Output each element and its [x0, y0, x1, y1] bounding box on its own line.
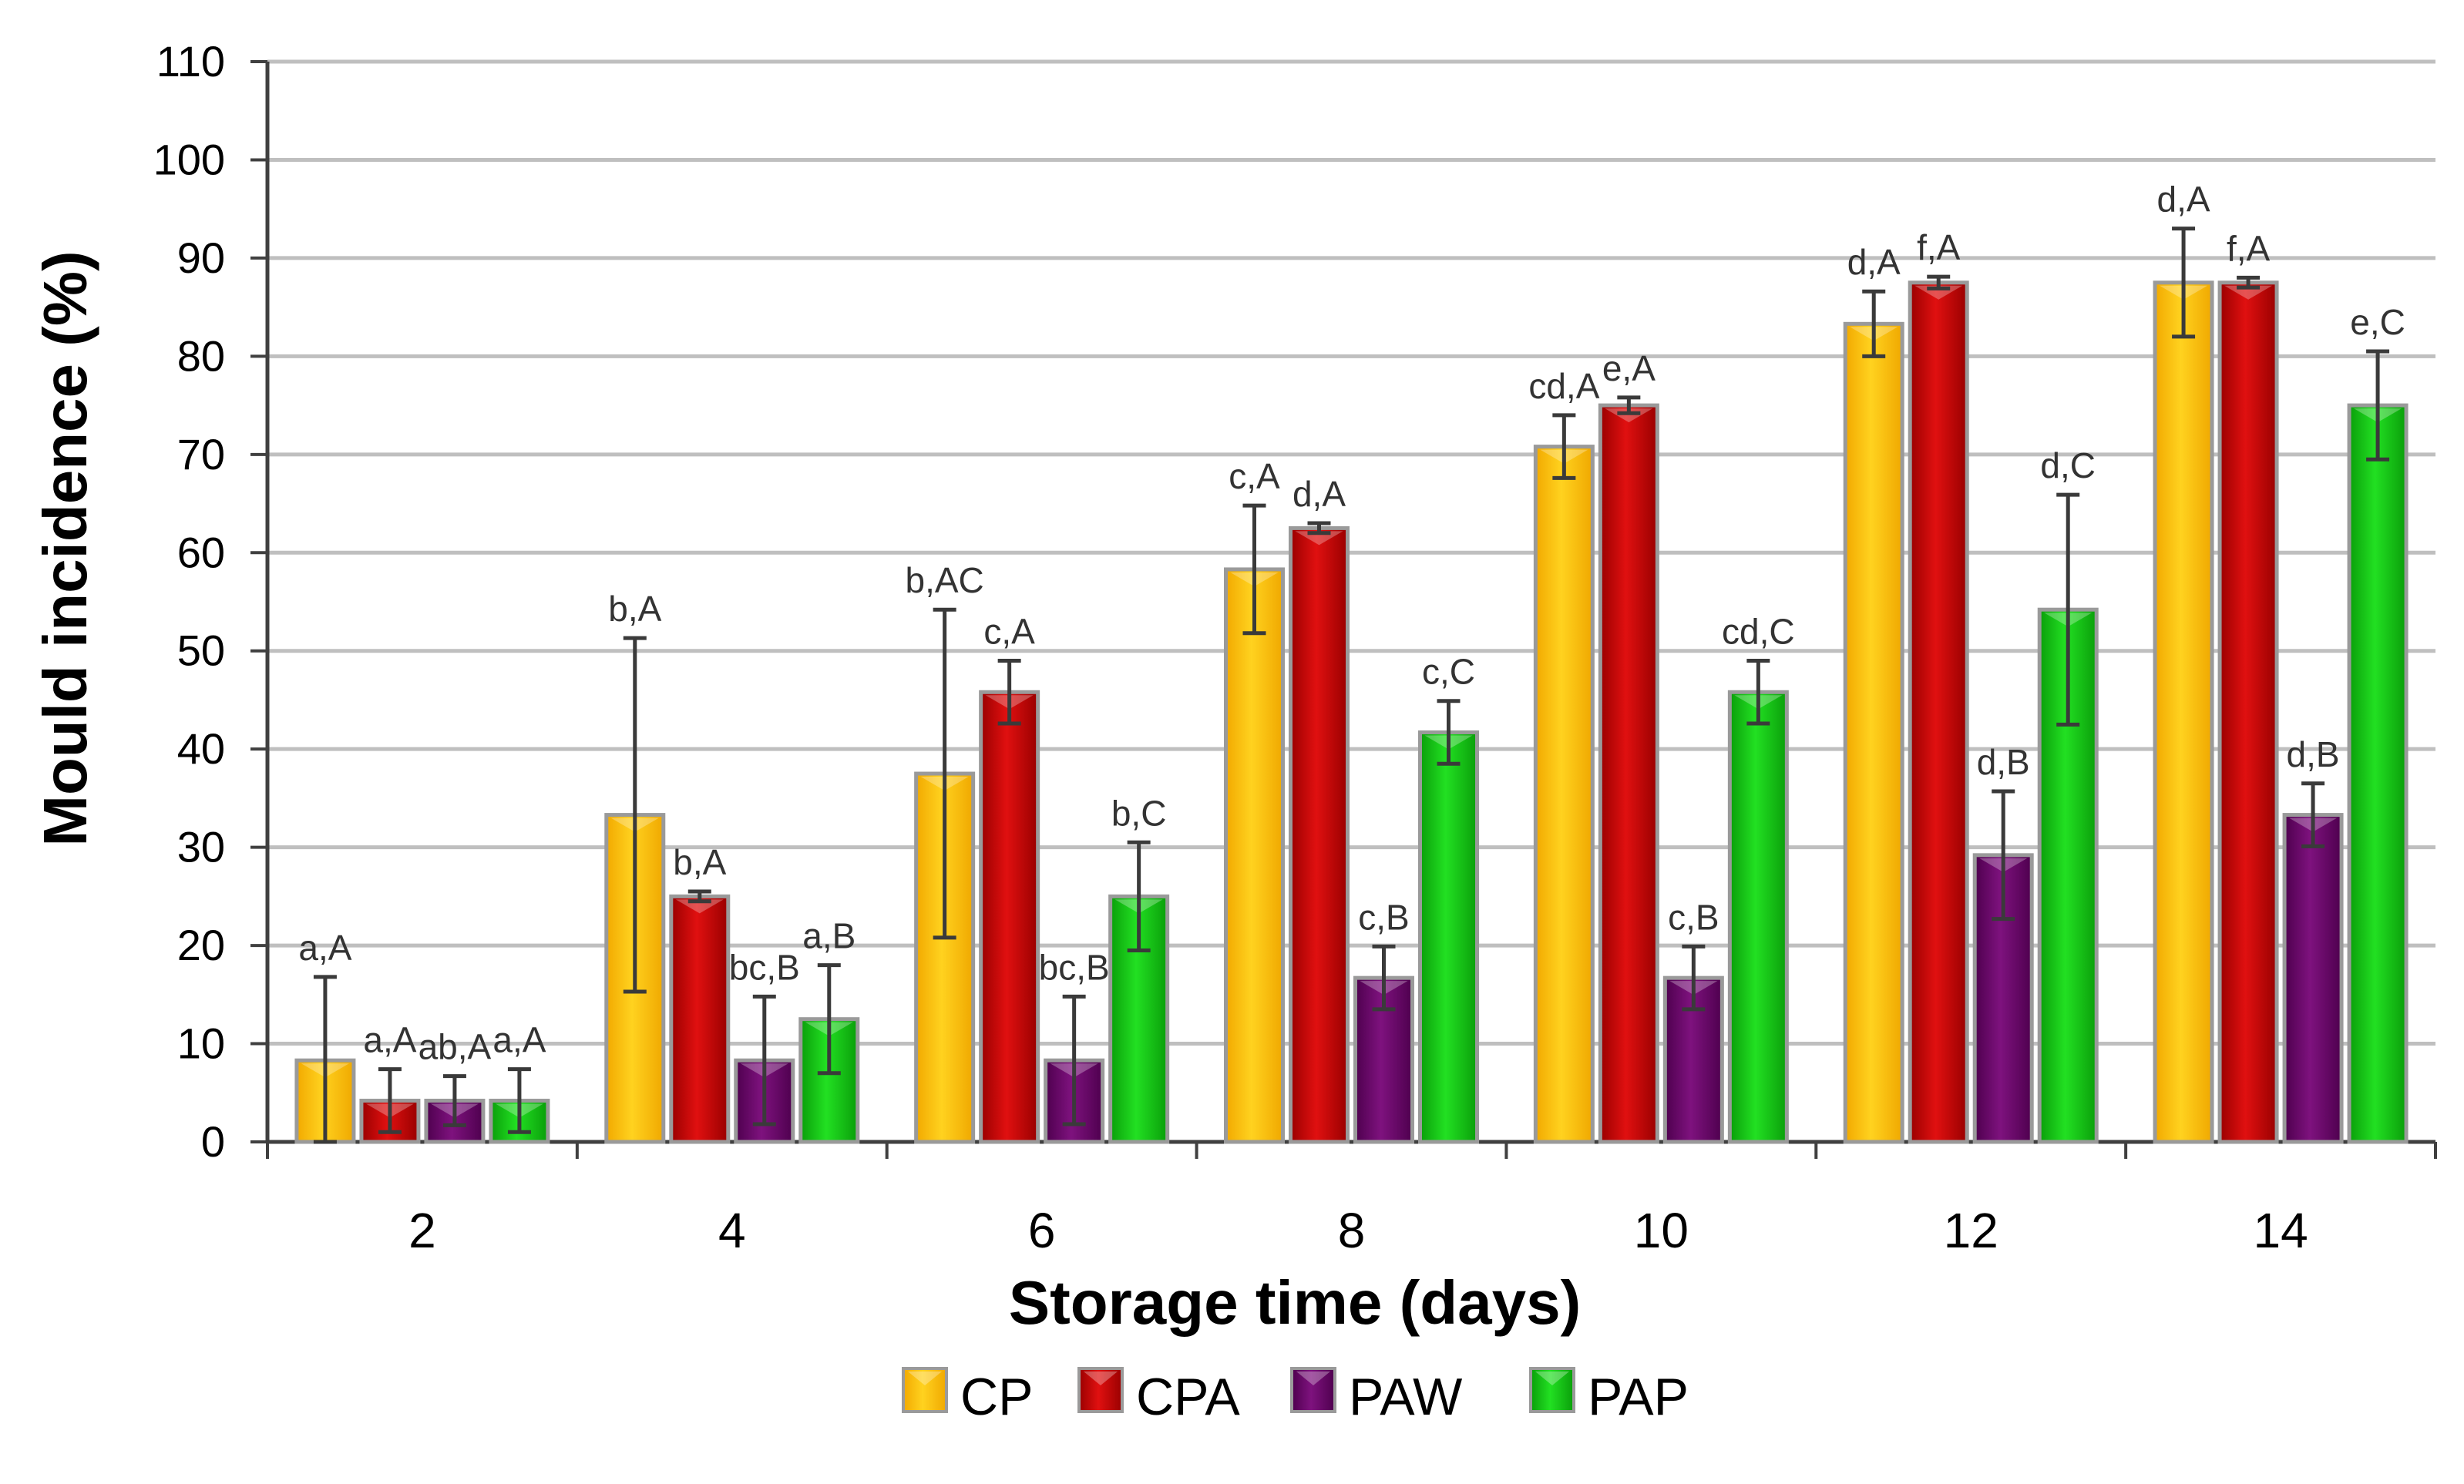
- bar-cpa: [1289, 525, 1350, 1144]
- significance-label: a,A: [492, 1020, 546, 1060]
- labels-layer: a,Aa,A ab,A a,Ab,Ab,Abc,Ba,Bb,ACc,Abc,Bb,C…: [298, 180, 2405, 1067]
- bar-pap: [1418, 730, 1479, 1144]
- x-tick-label: 4: [718, 1203, 746, 1258]
- significance-label: ab,A: [419, 1027, 492, 1067]
- bar-pap: [1727, 690, 1789, 1144]
- x-tick-label: 8: [1338, 1203, 1366, 1258]
- significance-label: c,A: [983, 611, 1035, 651]
- legend-swatch-cpa: [1077, 1367, 1124, 1413]
- significance-label: a,A: [363, 1020, 416, 1060]
- significance-label: e,C: [2350, 302, 2405, 342]
- x-tick-label: 6: [1028, 1203, 1056, 1258]
- bar-bevel: [675, 899, 724, 914]
- bar-paw: [2282, 813, 2344, 1144]
- bar-bevel: [1605, 408, 1653, 423]
- grid-layer: [267, 59, 2435, 1046]
- legend-swatch-paw: [1290, 1367, 1336, 1413]
- bar-bevel: [2224, 285, 2273, 300]
- y-tick-label: 60: [177, 528, 225, 576]
- x-tick-label: 2: [408, 1203, 436, 1258]
- y-tick-label: 30: [177, 823, 225, 871]
- significance-label: d,C: [2040, 445, 2096, 485]
- bar-cpa: [1598, 403, 1659, 1144]
- bar-cpa: [669, 894, 731, 1144]
- legend-swatch-bevel: [1084, 1372, 1118, 1385]
- bars-layer: [294, 227, 2409, 1144]
- y-tick-label: 80: [177, 331, 225, 380]
- bar-cpa: [2217, 280, 2279, 1144]
- bar-cp: [2153, 280, 2214, 1144]
- legend-label-cpa: CPA: [1136, 1368, 1240, 1426]
- bar-cp: [1224, 567, 1285, 1144]
- y-tick-label: 10: [177, 1019, 225, 1068]
- significance-label: d,A: [2157, 180, 2210, 220]
- legend-swatch-bevel: [908, 1372, 942, 1385]
- y-tick-label: 90: [177, 233, 225, 282]
- y-tick-label: 100: [153, 135, 225, 183]
- significance-label: a,B: [802, 916, 856, 956]
- significance-label: e,A: [1602, 348, 1656, 388]
- bar-cp: [1843, 321, 1904, 1144]
- y-tick-label: 20: [177, 921, 225, 969]
- legend-swatch-bevel: [1535, 1372, 1569, 1385]
- significance-label: cd,C: [1722, 611, 1795, 651]
- legend-swatch-bevel: [1296, 1372, 1330, 1385]
- y-tick-label: 70: [177, 430, 225, 478]
- significance-label: d,A: [1293, 474, 1346, 514]
- legend-swatch-cp: [902, 1367, 948, 1413]
- legend-swatch-pap: [1529, 1367, 1575, 1413]
- bar-cp: [1533, 445, 1595, 1144]
- bar-bevel: [1914, 285, 1963, 300]
- significance-label: bc,B: [729, 947, 800, 987]
- bar-cpa: [1908, 280, 1969, 1144]
- significance-label: cd,A: [1528, 366, 1599, 406]
- significance-label: a,A: [298, 928, 351, 968]
- bar-cpa: [979, 690, 1040, 1144]
- legend: CP CPA PAW PAP: [902, 1367, 1689, 1426]
- x-tick-label: 14: [2253, 1203, 2308, 1258]
- bar-pap: [2347, 403, 2409, 1144]
- significance-label: f,A: [2227, 228, 2271, 268]
- significance-label: d,A: [1847, 242, 1901, 282]
- significance-label: c,C: [1422, 652, 1475, 692]
- x-axis-title: Storage time (days): [1009, 1268, 1581, 1337]
- x-tick-label: 10: [1634, 1203, 1689, 1258]
- significance-label: b,A: [608, 589, 661, 629]
- y-tick-label: 50: [177, 626, 225, 675]
- y-tick-label: 40: [177, 724, 225, 773]
- legend-label-paw: PAW: [1349, 1368, 1462, 1426]
- significance-label: c,B: [1668, 897, 1719, 937]
- legend-label-cp: CP: [960, 1368, 1033, 1426]
- legend-label-pap: PAP: [1588, 1368, 1689, 1426]
- significance-label: c,B: [1358, 897, 1409, 937]
- y-tick-label: 0: [201, 1117, 225, 1166]
- significance-label: b,AC: [906, 560, 984, 600]
- significance-label: f,A: [1917, 227, 1961, 267]
- bar-bevel: [1295, 531, 1343, 546]
- x-tick-label: 12: [1944, 1203, 1998, 1258]
- significance-label: b,C: [1111, 793, 1167, 833]
- significance-label: d,B: [1977, 742, 2030, 782]
- y-axis-title: Mould incidence (%): [31, 250, 99, 846]
- significance-label: b,A: [673, 842, 726, 882]
- y-tick-label: 110: [156, 37, 225, 86]
- significance-label: d,B: [2287, 734, 2340, 774]
- significance-label: c,A: [1229, 456, 1280, 496]
- significance-label: bc,B: [1039, 947, 1110, 987]
